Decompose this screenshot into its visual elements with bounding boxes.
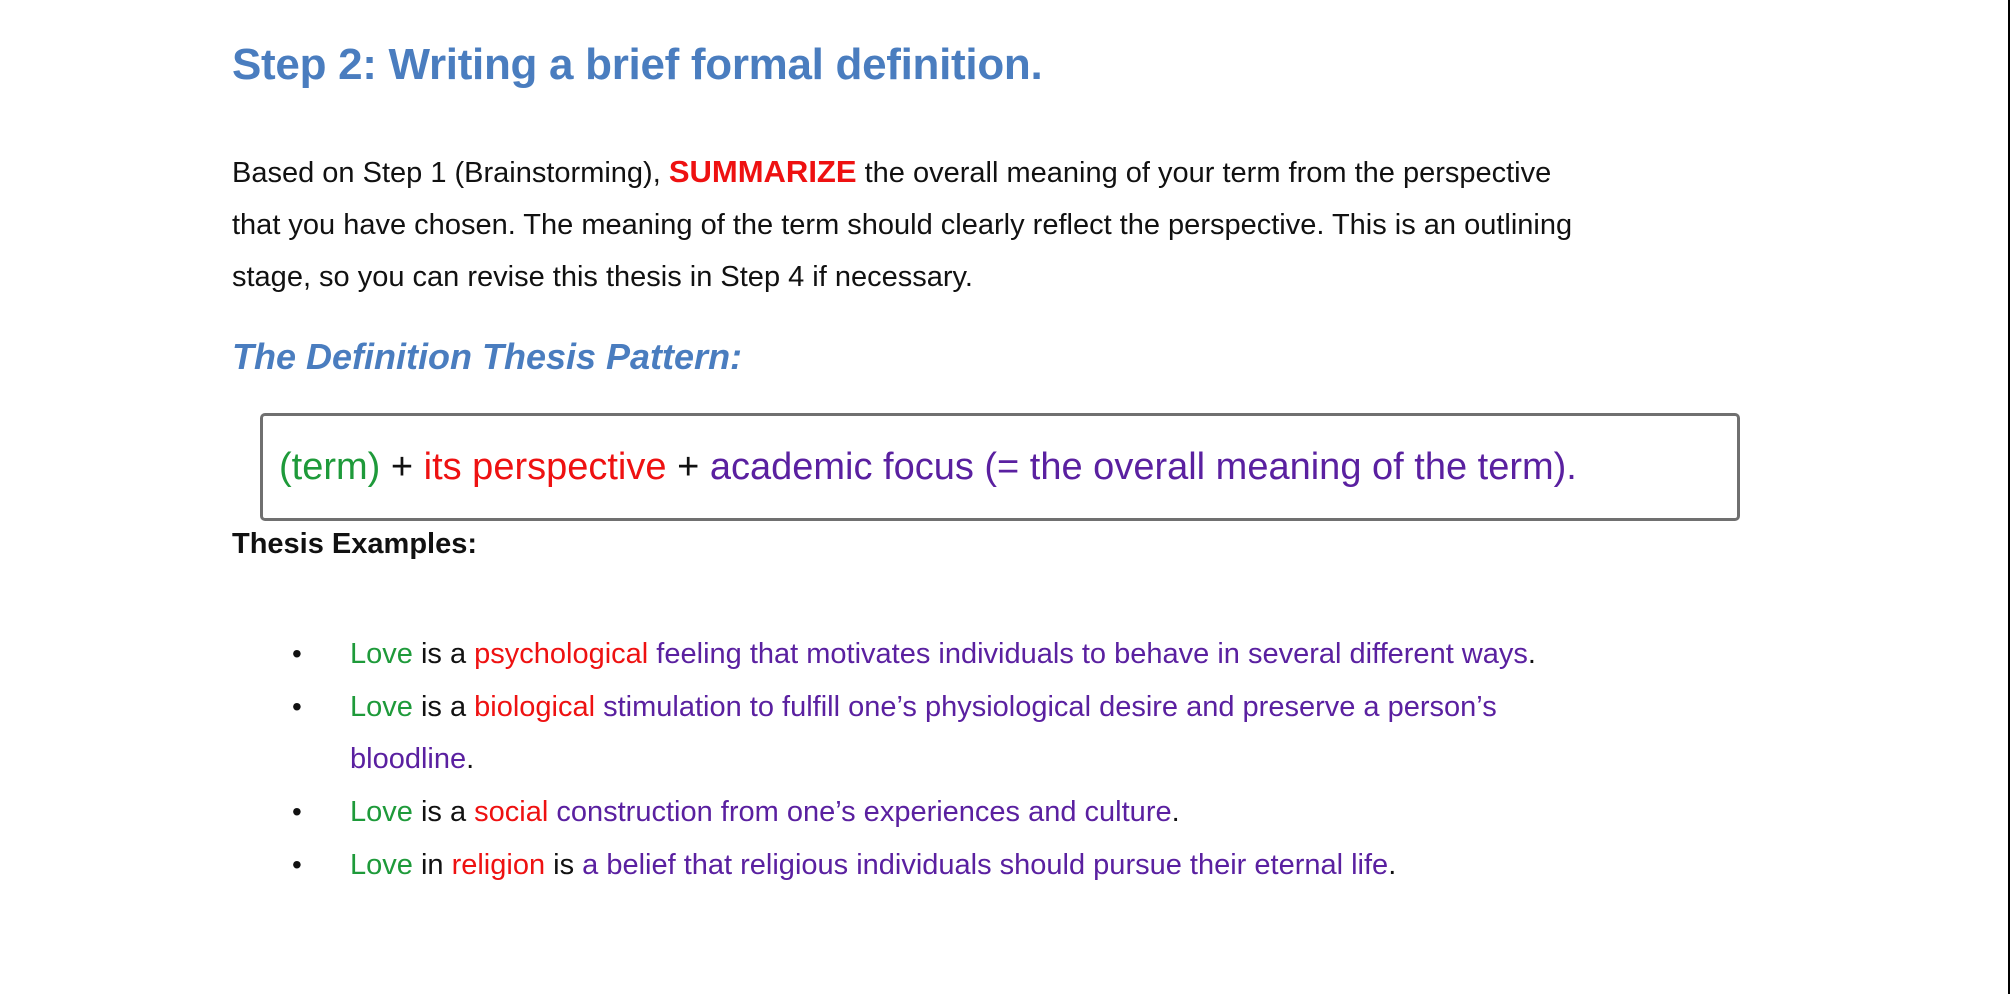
example-focus: construction from one’s experiences and … bbox=[548, 796, 1172, 828]
example-line: Love is a biological stimulation to fulf… bbox=[350, 681, 1792, 733]
thesis-pattern-box: (term) + its perspective + academic focu… bbox=[260, 413, 1740, 521]
pattern-perspective: its perspective bbox=[423, 445, 667, 488]
list-item: • Love in religion is a belief that reli… bbox=[232, 839, 1792, 891]
example-period: . bbox=[1171, 796, 1180, 828]
example-line: Love is a psychological feeling that mot… bbox=[350, 628, 1792, 680]
example-link: in bbox=[412, 849, 452, 881]
example-focus-continued: bloodline bbox=[350, 743, 467, 775]
page-edge-border bbox=[2008, 0, 2010, 994]
intro-text-after: the overall meaning of your term from th… bbox=[856, 157, 1552, 189]
thesis-examples-list: • Love is a psychological feeling that m… bbox=[232, 628, 1792, 892]
example-link: is a bbox=[412, 638, 475, 670]
bullet-icon: • bbox=[292, 638, 302, 669]
example-period: . bbox=[466, 743, 475, 775]
example-line: Love is a social construction from one’s… bbox=[350, 786, 1792, 838]
example-link: is bbox=[545, 849, 583, 881]
page-title: Step 2: Writing a brief formal definitio… bbox=[232, 40, 1043, 89]
example-link: is a bbox=[412, 691, 475, 723]
example-perspective: psychological bbox=[474, 638, 649, 670]
example-perspective: religion bbox=[451, 849, 546, 881]
list-item: • Love is a social construction from one… bbox=[232, 786, 1792, 838]
summarize-emphasis: SUMMARIZE bbox=[668, 154, 857, 189]
pattern-plus: + bbox=[380, 445, 424, 488]
bullet-icon: • bbox=[292, 691, 302, 722]
example-focus: a belief that religious individuals shou… bbox=[582, 849, 1389, 881]
example-focus: stimulation to fulfill one’s physiologic… bbox=[595, 691, 1497, 723]
example-line-continued: bloodline. bbox=[350, 733, 1792, 785]
intro-paragraph: Based on Step 1 (Brainstorming), SUMMARI… bbox=[232, 146, 1792, 303]
bullet-icon: • bbox=[292, 849, 302, 880]
example-perspective: biological bbox=[474, 691, 596, 723]
pattern-term: (term) bbox=[279, 445, 381, 488]
list-item: • Love is a psychological feeling that m… bbox=[232, 628, 1792, 680]
example-term: Love bbox=[350, 638, 413, 670]
intro-line-3: stage, so you can revise this thesis in … bbox=[232, 261, 973, 293]
pattern-subheading: The Definition Thesis Pattern: bbox=[232, 336, 743, 377]
thesis-examples-label: Thesis Examples: bbox=[232, 528, 477, 560]
example-perspective: social bbox=[474, 796, 549, 828]
thesis-pattern-line: (term) + its perspective + academic focu… bbox=[279, 446, 1577, 489]
example-term: Love bbox=[350, 849, 413, 881]
example-term: Love bbox=[350, 691, 413, 723]
list-item: • Love is a biological stimulation to fu… bbox=[232, 681, 1792, 785]
example-period: . bbox=[1388, 849, 1397, 881]
pattern-academic-focus: academic focus (= the overall meaning of… bbox=[709, 445, 1577, 488]
example-line: Love in religion is a belief that religi… bbox=[350, 839, 1792, 891]
intro-line-1: Based on Step 1 (Brainstorming), SUMMARI… bbox=[232, 146, 1792, 199]
example-link: is a bbox=[412, 796, 475, 828]
intro-line-2: that you have chosen. The meaning of the… bbox=[232, 209, 1573, 241]
example-period: . bbox=[1527, 638, 1536, 670]
pattern-plus: + bbox=[666, 445, 710, 488]
example-focus: feeling that motivates individuals to be… bbox=[648, 638, 1528, 670]
example-term: Love bbox=[350, 796, 413, 828]
bullet-icon: • bbox=[292, 796, 302, 827]
intro-text-before: Based on Step 1 (Brainstorming), bbox=[232, 157, 669, 189]
